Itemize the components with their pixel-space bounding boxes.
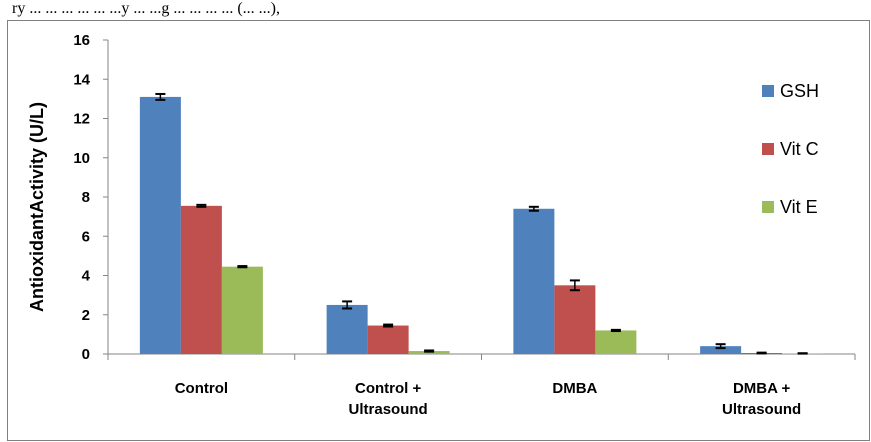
category-label: DMBA xyxy=(552,380,597,397)
legend-swatch-vit-e xyxy=(762,201,774,213)
y-axis-label: AntioxidantActivity (U/L) xyxy=(27,102,47,312)
y-tick-label: 4 xyxy=(82,268,91,285)
bar-gsh-2 xyxy=(513,208,555,354)
bar-gsh-0 xyxy=(139,96,181,354)
bar-vit-c-1 xyxy=(367,325,409,354)
bar-vit-c-2 xyxy=(554,285,596,354)
bars xyxy=(139,96,824,354)
bar-vit-e-2 xyxy=(595,330,637,354)
bar-vit-c-0 xyxy=(180,205,222,354)
y-tick-label: 6 xyxy=(82,228,90,245)
y-tick-label: 2 xyxy=(82,307,90,324)
legend-label: GSH xyxy=(780,81,819,101)
legend-swatch-vit-c xyxy=(762,143,774,155)
bar-vit-e-0 xyxy=(221,266,263,354)
category-label: Ultrasound xyxy=(722,401,801,418)
category-label: Control xyxy=(175,380,228,397)
legend-label: Vit E xyxy=(780,197,818,217)
category-label: Ultrasound xyxy=(349,401,428,418)
category-label: DMBA + xyxy=(733,380,791,397)
y-tick-label: 12 xyxy=(73,111,90,128)
category-label: Control + xyxy=(355,380,421,397)
figure-caption: ry ... ... ... ... ... ...y ... ...g ...… xyxy=(12,0,280,17)
y-tick-label: 0 xyxy=(82,346,90,363)
y-tick-label: 16 xyxy=(73,32,90,49)
y-tick-labels: 0 2 4 6 8 10 12 14 16 xyxy=(73,32,90,363)
legend: GSH Vit C Vit E xyxy=(762,81,819,217)
category-labels: Control Control + Ultrasound DMBA DMBA + Ultr… xyxy=(175,380,802,418)
bar-gsh-1 xyxy=(326,304,368,354)
y-tick-label: 14 xyxy=(73,71,90,88)
legend-swatch-gsh xyxy=(762,85,774,97)
y-tick-label: 10 xyxy=(73,150,90,167)
bar-gsh-3 xyxy=(700,346,742,354)
chart-border xyxy=(7,20,870,441)
y-tick-label: 8 xyxy=(82,189,90,206)
error-bars xyxy=(155,92,808,355)
legend-label: Vit C xyxy=(780,139,819,159)
